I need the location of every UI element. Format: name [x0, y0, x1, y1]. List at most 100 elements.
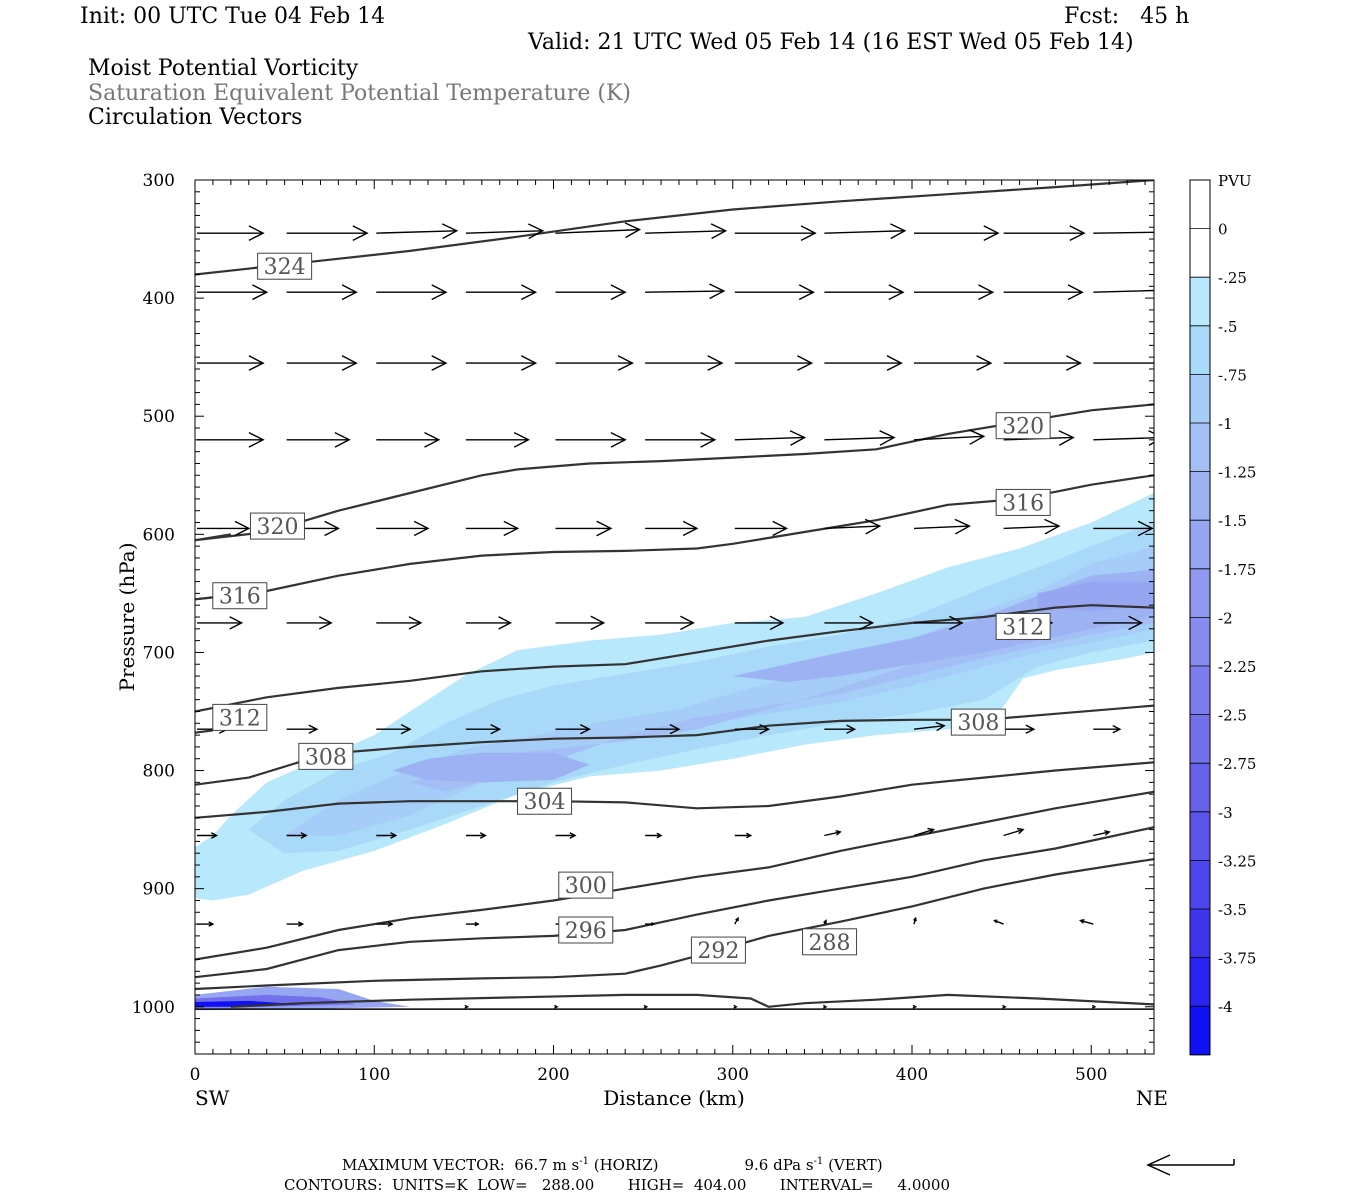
y-tick-label: 700 [143, 643, 175, 663]
vector-shaft [824, 436, 895, 441]
vector-arrowhead [1069, 225, 1086, 242]
circulation-vector [824, 430, 896, 446]
circulation-vector [824, 223, 907, 240]
field-title-1: Moist Potential Vorticity [88, 56, 359, 81]
vector-shaft [645, 290, 724, 293]
vector-arrowhead [913, 916, 917, 922]
circulation-vector [1003, 225, 1086, 242]
circulation-vector [1091, 1004, 1097, 1009]
vector-arrowhead [441, 223, 459, 240]
circulation-vector [197, 284, 269, 301]
vector-arrowhead [479, 832, 487, 839]
vector-shaft [824, 525, 880, 530]
colorbar-swatch [1190, 763, 1210, 813]
vector-shaft [1093, 437, 1154, 441]
colorbar-label: -.5 [1218, 318, 1237, 336]
circulation-vector [1003, 355, 1083, 371]
colorbar-label: -4 [1218, 998, 1233, 1016]
vector-arrowhead [431, 284, 448, 301]
contour-label: 296 [558, 916, 614, 944]
circulation-vector [643, 1004, 649, 1009]
axes: 0 100 200 300 400 500 300 400 500 600 700 800 900 100… [132, 171, 1154, 1085]
circulation-vector [1003, 724, 1036, 734]
vector-arrowhead [1156, 356, 1170, 371]
circulation-vector [824, 830, 842, 837]
contour-label-box [517, 787, 573, 815]
vector-arrowhead [864, 518, 882, 535]
theta-e-contour-line [195, 729, 214, 734]
pv-region [392, 752, 590, 783]
circulation-vector [465, 520, 520, 537]
circulation-vector [465, 431, 530, 448]
colorbar-label: -3.5 [1218, 901, 1247, 919]
vector-arrowhead [610, 431, 627, 448]
contour-label-text: 292 [697, 939, 739, 964]
max-vector-footer: MAXIMUM VECTOR: 66.7 m s-1 (HORIZ) 9.6 dP… [342, 1156, 883, 1174]
x-tick-label: 0 [190, 1065, 201, 1085]
vector-arrowhead [210, 832, 219, 839]
vector-arrowhead [503, 520, 520, 537]
contour-label-box [995, 488, 1051, 516]
contour-label: 288 [802, 928, 858, 956]
circulation-vector [734, 355, 814, 371]
vert-unit-exponent: -1 [813, 1156, 824, 1167]
x-tick-label: 100 [358, 1065, 390, 1085]
circulation-vector [734, 832, 753, 839]
theta-e-contour-line [195, 180, 1154, 276]
vector-arrowhead [1163, 283, 1178, 298]
vector-arrowhead [912, 1004, 918, 1009]
contour-label-box [558, 916, 614, 944]
y-tick-label: 1000 [132, 998, 175, 1018]
colorbar-swatch [1190, 666, 1210, 716]
circulation-vector [555, 723, 591, 735]
contour-label-box [690, 936, 746, 964]
vector-arrowhead [1112, 724, 1122, 734]
circulation-vector [555, 222, 642, 239]
vector-arrowhead [948, 615, 964, 631]
contour-label-text: 304 [524, 790, 566, 815]
vert-value: 9.6 dPa s [744, 1156, 814, 1174]
colorbar-label: -3.75 [1218, 950, 1256, 968]
circulation-vector [913, 721, 946, 732]
vector-arrowhead [1128, 615, 1144, 631]
y-tick-label: 300 [143, 171, 175, 191]
vector-arrowhead [798, 284, 815, 301]
vector-arrowhead [387, 921, 394, 927]
y-tick-label: 400 [143, 289, 175, 309]
contour-label-box [995, 412, 1051, 440]
circulation-vector [734, 723, 771, 735]
vector-arrowhead [431, 355, 448, 371]
valid-time: Valid: 21 UTC Wed 05 Feb 14 (16 EST Wed … [528, 30, 1134, 55]
colorbar-swatch [1190, 617, 1210, 667]
circulation-vector [822, 1004, 828, 1009]
circulation-vector [376, 431, 441, 448]
circulation-vector [286, 225, 369, 242]
colorbar-swatch [1190, 277, 1210, 327]
vector-shaft [994, 919, 1004, 925]
contour-label-text: 324 [264, 255, 306, 280]
colorbar-swatch [1190, 374, 1210, 424]
colorbar-unit: PVU [1218, 172, 1252, 190]
colorbar-label: -1.75 [1218, 561, 1256, 579]
vert-label: (VERT) [823, 1156, 883, 1174]
vector-arrowhead [513, 431, 530, 448]
vector-arrowhead [759, 723, 771, 735]
vector-arrowhead [789, 430, 807, 446]
circulation-vector [914, 284, 995, 301]
colorbar-swatch [1190, 909, 1210, 959]
vector-shaft [1093, 289, 1154, 293]
vector-shaft [1003, 828, 1024, 837]
circulation-vector [376, 832, 398, 839]
circulation-vector [465, 921, 480, 927]
circulation-vector [824, 615, 875, 631]
circulation-vector [913, 916, 917, 925]
vector-arrowhead [1002, 1004, 1007, 1009]
circulation-vector [286, 832, 308, 839]
vector-arrowhead [968, 429, 986, 445]
vector-arrowhead [520, 355, 538, 371]
vector-arrowhead [927, 827, 935, 835]
circulation-vector [913, 429, 986, 445]
vector-arrowhead [1058, 430, 1075, 446]
circulation-vectors [197, 222, 1178, 1009]
vector-arrowhead [297, 921, 305, 927]
